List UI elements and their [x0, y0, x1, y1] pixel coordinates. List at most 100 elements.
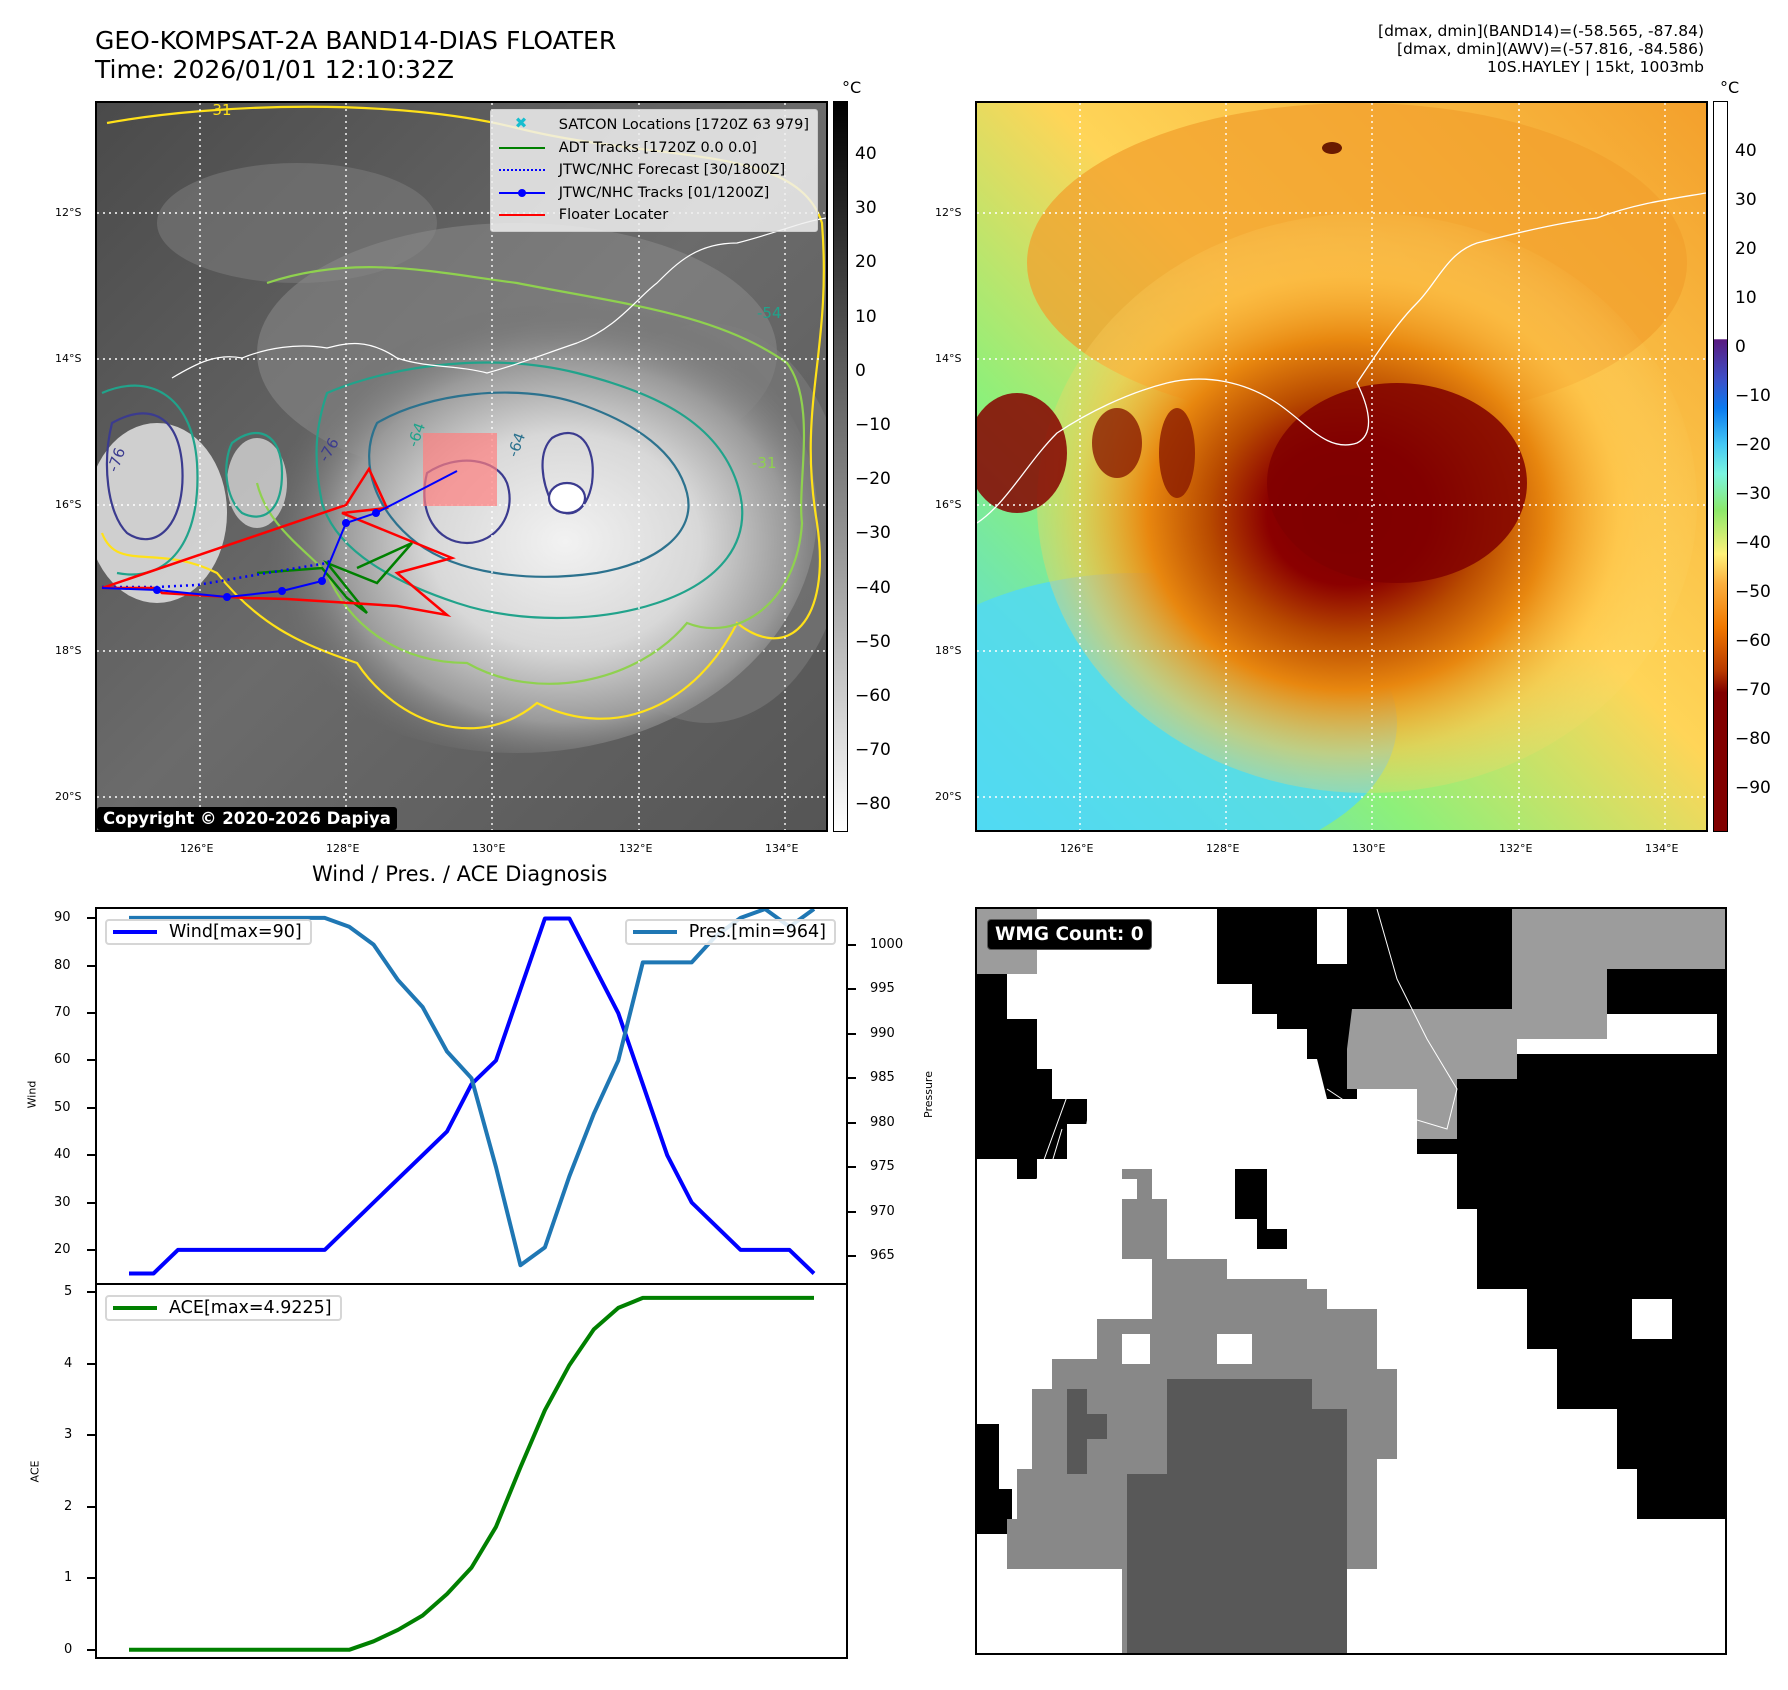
- info-awv-range: [dmax, dmin](AWV)=(-57.816, -84.586): [1397, 40, 1704, 58]
- pressure-tick-label: 970: [870, 1203, 895, 1219]
- legend-label: Wind[max=90]: [169, 922, 302, 942]
- lon-tick: 132°E: [619, 842, 653, 855]
- lat-tick: 20°S: [55, 790, 82, 803]
- lon-tick: 130°E: [472, 842, 506, 855]
- pressure-tick-label: 1000: [870, 936, 904, 952]
- ace-line: [129, 1295, 814, 1652]
- wind-tick-mark: [87, 1012, 95, 1015]
- jtwc-track-points: [153, 509, 380, 601]
- contour-54: [225, 432, 284, 518]
- pressure-tick-mark: [848, 988, 856, 991]
- wind-axis-label: Wind: [25, 1080, 39, 1109]
- x-marker-icon: ✖: [514, 114, 528, 133]
- legend-label: JTWC/NHC Forecast [30/1800Z]: [558, 162, 786, 179]
- colorbar-tick: 40: [1735, 141, 1757, 161]
- legend-item-adt: ADT Tracks [1720Z 0.0 0.0]: [498, 137, 809, 160]
- ace-axis-label: ACE: [28, 1460, 42, 1483]
- band14-map[interactable]: -54 -31 -31 -64 -76 -76 -64 ✖ SATCON Loc…: [95, 101, 828, 832]
- legend-item-jtwc-forecast: JTWC/NHC Forecast [30/1800Z]: [498, 159, 809, 182]
- colorbar-tick: −30: [855, 523, 891, 544]
- line-icon: [498, 141, 545, 155]
- wind-pressure-plot[interactable]: Wind[max=90] Pres.[min=964]: [95, 907, 848, 1285]
- cold-spot: [1322, 142, 1342, 154]
- wind-tick-mark: [87, 1154, 95, 1157]
- legend-item-jtwc-tracks: JTWC/NHC Tracks [01/1200Z]: [498, 182, 809, 205]
- colorbar-tick: 30: [855, 198, 877, 219]
- figure-title: GEO-KOMPSAT-2A BAND14-DIAS FLOATER Time:…: [95, 26, 616, 84]
- colorbar-tick: 20: [1735, 239, 1757, 259]
- colorbar-tick: 0: [1735, 337, 1746, 357]
- line-icon: [113, 930, 157, 934]
- colorbar-tick: −50: [1735, 582, 1771, 602]
- pressure-legend: Pres.[min=964]: [624, 919, 836, 945]
- ace-legend: ACE[max=4.9225]: [105, 1295, 342, 1321]
- floater-locater-track: [101, 466, 456, 618]
- ace-tick-mark: [87, 1505, 95, 1508]
- contour-label: -31: [207, 103, 232, 119]
- wind-tick-label: 50: [54, 1099, 71, 1115]
- jtwc-forecast: [102, 557, 333, 589]
- colorbar-tick: −20: [855, 469, 891, 490]
- legend-label: SATCON Locations [1720Z 63 979]: [558, 117, 809, 134]
- ace-plot[interactable]: ACE[max=4.9225]: [95, 1283, 848, 1659]
- pressure-tick-mark: [848, 1255, 856, 1258]
- lat-tick: 16°S: [55, 498, 82, 511]
- ace-tick-label: 0: [64, 1641, 73, 1657]
- awv-map[interactable]: [975, 101, 1708, 832]
- wmg-canvas: [977, 909, 1725, 1653]
- ace-tick-label: 5: [64, 1284, 73, 1300]
- contour-label: -31: [752, 454, 777, 472]
- ace-tick-mark: [87, 1291, 95, 1294]
- colorbar-tick: −80: [1735, 729, 1771, 749]
- colorbar-tick: −30: [1735, 484, 1771, 504]
- line-icon: [632, 930, 677, 934]
- lon-tick: 132°E: [1499, 842, 1533, 855]
- pressure-line: [129, 909, 816, 1268]
- ace-tick-label: 2: [64, 1498, 73, 1514]
- wmg-white-holes: [1052, 1334, 1252, 1614]
- pressure-tick-mark: [848, 1077, 856, 1080]
- pressure-tick-mark: [848, 943, 856, 946]
- title-line-2: Time: 2026/01/01 12:10:32Z: [95, 55, 454, 84]
- info-band14-range: [dmax, dmin](BAND14)=(-58.565, -87.84): [1378, 22, 1704, 40]
- wmg-dark-gray-regions: [1067, 1379, 1347, 1653]
- storm-info: [dmax, dmin](BAND14)=(-58.565, -87.84) […: [1378, 22, 1704, 76]
- pressure-tick-mark: [848, 1166, 856, 1169]
- wind-pressure-canvas: [129, 909, 816, 1276]
- line-icon: [113, 1306, 157, 1310]
- wind-tick-mark: [87, 1106, 95, 1109]
- colorbar-tick: −50: [855, 631, 891, 652]
- colorbar-tick: −70: [1735, 680, 1771, 700]
- wind-line: [129, 916, 816, 1276]
- wmg-panel[interactable]: WMG Count: 0: [975, 907, 1727, 1655]
- wind-tick-label: 20: [54, 1241, 71, 1257]
- colorbar-tick: 30: [1735, 190, 1757, 210]
- colorbar-tick: −10: [1735, 386, 1771, 406]
- wind-tick-label: 80: [54, 957, 71, 973]
- storm-cloud-shield: [217, 273, 817, 753]
- colorbar-tick: −20: [1735, 435, 1771, 455]
- storm-cold-core: [1267, 383, 1527, 583]
- lon-tick: 126°E: [180, 842, 214, 855]
- coastline: [977, 192, 1706, 524]
- contour-cold-core: [547, 481, 587, 515]
- colorbar-tick: −70: [855, 740, 891, 761]
- wmg-region: [1235, 1169, 1287, 1249]
- colorbar-tick: −40: [1735, 533, 1771, 553]
- ace-tick-mark: [87, 1648, 95, 1651]
- colorbar-unit: °C: [842, 78, 862, 97]
- lon-tick: 126°E: [1060, 842, 1094, 855]
- wmg-region: [977, 1424, 1012, 1534]
- legend-item-floater: Floater Locater: [498, 204, 809, 227]
- copyright-label: Copyright © 2020-2026 Dapiya: [97, 807, 397, 830]
- coastline: [171, 217, 826, 379]
- legend-label: JTWC/NHC Tracks [01/1200Z]: [558, 184, 770, 201]
- wmg-count-badge: WMG Count: 0: [987, 919, 1152, 950]
- contour-64: [368, 391, 690, 578]
- diagnosis-title: Wind / Pres. / ACE Diagnosis: [312, 862, 608, 886]
- wind-tick-mark: [87, 1059, 95, 1062]
- lat-tick: 14°S: [55, 352, 82, 365]
- line-icon: [498, 208, 545, 222]
- wind-tick-mark: [87, 917, 95, 920]
- floater-box: [423, 433, 497, 506]
